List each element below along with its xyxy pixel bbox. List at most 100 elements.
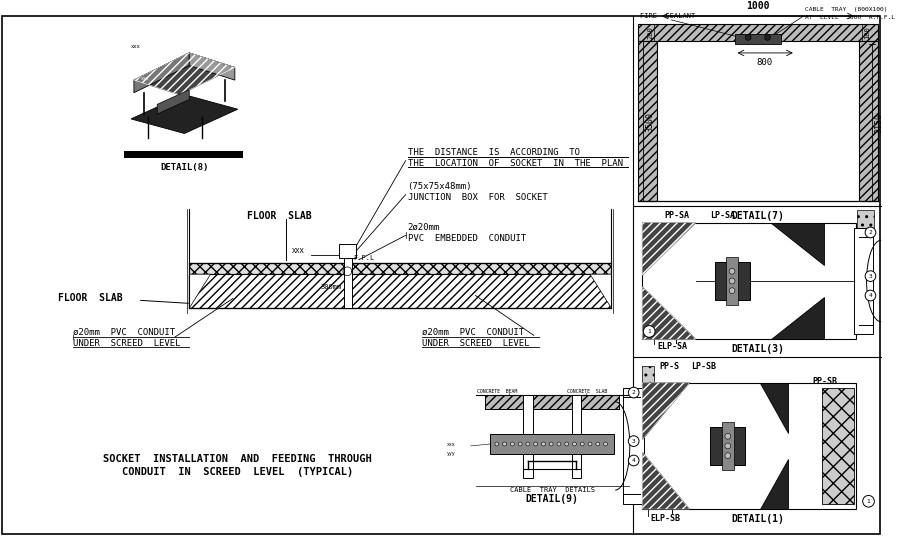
Polygon shape (134, 53, 189, 93)
Text: CABLE  TRAY  DETAILS: CABLE TRAY DETAILS (510, 486, 594, 493)
Text: 3: 3 (632, 438, 635, 444)
Polygon shape (643, 452, 689, 509)
Bar (189, 263, 612, 274)
Text: PVC  EMBEDDED  CONDUIT: PVC EMBEDDED CONDUIT (407, 234, 525, 243)
Bar (485, 395, 619, 409)
Circle shape (628, 387, 639, 398)
Text: 2: 2 (869, 230, 873, 235)
Circle shape (595, 442, 600, 446)
Text: 2: 2 (632, 390, 635, 395)
Text: CONDUIT  IN  SCREED  LEVEL  (TYPICAL): CONDUIT IN SCREED LEVEL (TYPICAL) (122, 467, 354, 477)
Bar (822, 388, 854, 504)
Bar (637, 24, 878, 41)
Bar (125, 151, 243, 158)
Text: 200: 200 (647, 26, 653, 39)
Text: LP-SB: LP-SB (691, 362, 716, 371)
Text: 100: 100 (864, 26, 870, 39)
Bar (854, 228, 874, 334)
Text: FLOOR  SLAB: FLOOR SLAB (58, 293, 123, 303)
Text: 4: 4 (869, 293, 873, 298)
Bar (857, 210, 874, 228)
Text: PP-SA: PP-SA (664, 211, 690, 221)
Circle shape (511, 442, 514, 446)
Circle shape (865, 290, 875, 301)
Text: CONCRETE  SLAB: CONCRETE SLAB (566, 389, 607, 394)
Text: ø20mm  PVC  CONDUIT: ø20mm PVC CONDUIT (73, 328, 175, 337)
Text: DETAIL(9): DETAIL(9) (525, 494, 579, 504)
Circle shape (729, 288, 735, 294)
Text: 3500: 3500 (645, 112, 654, 132)
Circle shape (542, 442, 545, 446)
Text: 1: 1 (647, 329, 651, 334)
Polygon shape (771, 298, 824, 339)
Text: 800: 800 (756, 58, 773, 67)
Polygon shape (643, 287, 695, 339)
Bar (714, 261, 750, 300)
Circle shape (588, 442, 592, 446)
Bar (726, 257, 738, 305)
Circle shape (494, 442, 499, 446)
Text: 300mm: 300mm (320, 284, 342, 290)
Bar (572, 395, 581, 478)
Circle shape (557, 442, 561, 446)
Circle shape (724, 433, 731, 439)
Text: DETAIL(7): DETAIL(7) (732, 211, 784, 221)
Text: (75x75x48mm): (75x75x48mm) (407, 182, 472, 192)
Polygon shape (131, 95, 238, 133)
Text: FIRE  SEALANT: FIRE SEALANT (641, 13, 695, 19)
Polygon shape (771, 223, 824, 265)
Text: DETAIL(1): DETAIL(1) (732, 514, 784, 523)
Circle shape (573, 442, 576, 446)
Text: THE  DISTANCE  IS  ACCORDING  TO: THE DISTANCE IS ACCORDING TO (407, 148, 580, 158)
Bar (734, 34, 781, 44)
Bar (623, 388, 644, 504)
Text: FLOOR  SLAB: FLOOR SLAB (247, 211, 312, 221)
Text: CONCRETE  BEAM: CONCRETE BEAM (477, 389, 518, 394)
Text: SOCKET  INSTALLATION  AND  FEEDING  THROUGH: SOCKET INSTALLATION AND FEEDING THROUGH (104, 454, 372, 464)
Circle shape (628, 436, 639, 447)
Text: JUNCTION  BOX  FOR  SOCKET: JUNCTION BOX FOR SOCKET (407, 193, 547, 202)
Text: xxx: xxx (131, 44, 141, 48)
Text: THE  LOCATION  OF  SOCKET  IN  THE  PLAN: THE LOCATION OF SOCKET IN THE PLAN (407, 159, 623, 168)
Circle shape (503, 442, 506, 446)
Text: PP-S: PP-S (659, 362, 679, 371)
Text: F.F.L: F.F.L (354, 254, 375, 260)
Text: ø20mm  PVC  CONDUIT: ø20mm PVC CONDUIT (422, 328, 524, 337)
Text: ELP-SA: ELP-SA (657, 343, 687, 351)
Text: 2ø20mm: 2ø20mm (407, 223, 440, 232)
Polygon shape (643, 223, 695, 275)
Text: AT  LEVEL  3500  A.F.F.L: AT LEVEL 3500 A.F.F.L (805, 15, 895, 20)
Text: DETAIL(3): DETAIL(3) (732, 344, 784, 354)
Bar (637, 41, 657, 201)
Polygon shape (157, 90, 189, 114)
Text: UNDER  SCREED  LEVEL: UNDER SCREED LEVEL (422, 338, 530, 348)
Circle shape (526, 442, 530, 446)
Polygon shape (590, 274, 612, 308)
Circle shape (518, 442, 522, 446)
Text: 4: 4 (632, 458, 635, 463)
Bar (859, 41, 878, 201)
Polygon shape (643, 383, 689, 440)
Circle shape (863, 495, 874, 507)
Text: LP-SA: LP-SA (710, 211, 735, 221)
Text: PP-SB: PP-SB (813, 377, 837, 386)
Bar (710, 427, 745, 465)
Bar (189, 274, 612, 308)
Polygon shape (760, 383, 787, 433)
Circle shape (865, 227, 875, 238)
Bar (859, 237, 874, 324)
Bar (344, 255, 353, 308)
Circle shape (644, 325, 655, 337)
Circle shape (745, 34, 751, 40)
Text: xxx: xxx (446, 442, 455, 447)
Circle shape (724, 443, 731, 449)
Text: 3: 3 (869, 274, 873, 279)
Text: UNDER  SCREED  LEVEL: UNDER SCREED LEVEL (73, 338, 180, 348)
Bar (523, 395, 533, 478)
Text: 3150: 3150 (874, 113, 884, 133)
Circle shape (628, 455, 639, 466)
Text: 1000: 1000 (746, 1, 770, 11)
Polygon shape (760, 458, 787, 509)
Bar (643, 223, 856, 339)
Circle shape (729, 268, 735, 274)
